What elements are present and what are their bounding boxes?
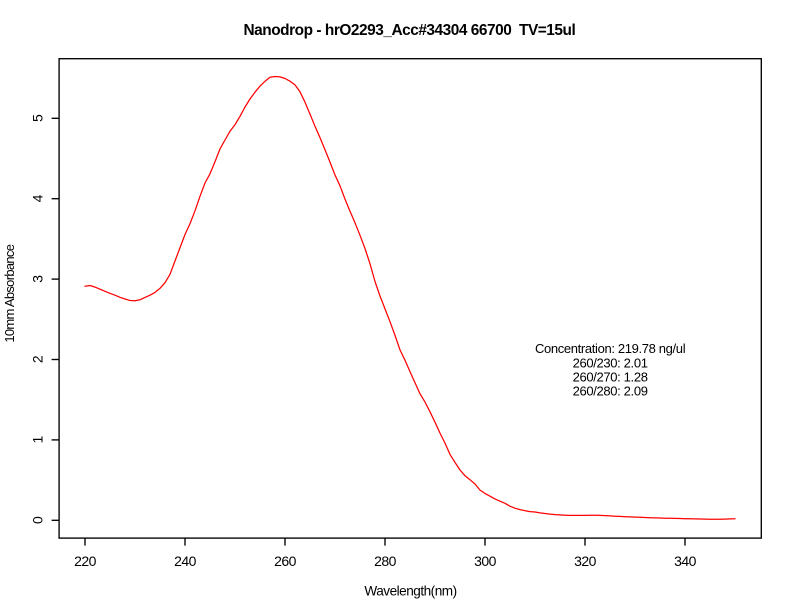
svg-text:340: 340 — [674, 553, 697, 569]
svg-text:300: 300 — [474, 553, 497, 569]
svg-text:260/280: 2.09: 260/280: 2.09 — [573, 384, 648, 399]
svg-text:280: 280 — [374, 553, 397, 569]
svg-text:260/270: 1.28: 260/270: 1.28 — [573, 370, 648, 385]
svg-text:260/230: 2.01: 260/230: 2.01 — [573, 356, 648, 371]
svg-text:220: 220 — [74, 553, 97, 569]
svg-text:3: 3 — [30, 275, 46, 283]
svg-text:5: 5 — [30, 114, 46, 122]
svg-text:320: 320 — [574, 553, 597, 569]
svg-text:Nanodrop - hrO2293_Acc#34304 6: Nanodrop - hrO2293_Acc#34304 66700 TV=15… — [243, 22, 575, 39]
svg-text:Concentration: 219.78 ng/ul: Concentration: 219.78 ng/ul — [535, 341, 686, 356]
svg-text:Wavelength(nm): Wavelength(nm) — [364, 583, 456, 598]
svg-text:2: 2 — [30, 355, 46, 363]
svg-text:240: 240 — [174, 553, 197, 569]
svg-text:1: 1 — [30, 436, 46, 444]
svg-text:10mm Absorbance: 10mm Absorbance — [2, 244, 17, 342]
svg-text:0: 0 — [30, 516, 46, 524]
svg-text:260: 260 — [274, 553, 297, 569]
svg-text:4: 4 — [30, 194, 46, 202]
